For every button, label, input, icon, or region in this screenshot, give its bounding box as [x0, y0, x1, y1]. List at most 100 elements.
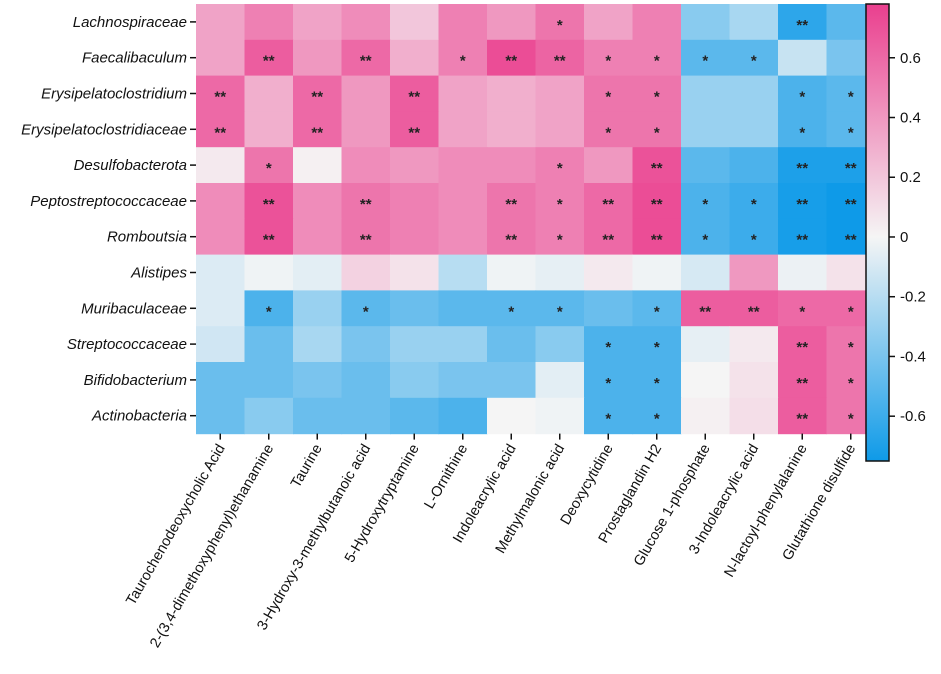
heatmap-cell — [632, 147, 682, 184]
row-label: Romboutsia — [107, 229, 187, 246]
heatmap-cell — [438, 218, 488, 256]
heatmap-cell — [778, 397, 828, 435]
heatmap-cell — [293, 147, 343, 184]
heatmap-cell — [390, 75, 440, 112]
heatmap-cell — [487, 254, 537, 291]
heatmap-cell — [584, 362, 634, 399]
significance-marker: * — [557, 160, 563, 177]
significance-marker: ** — [311, 89, 323, 106]
significance-marker: * — [557, 196, 563, 213]
significance-marker: * — [848, 375, 854, 392]
heatmap-cell — [632, 4, 682, 41]
heatmap-cell — [196, 218, 246, 256]
heatmap-cell — [196, 326, 246, 363]
significance-marker: ** — [360, 196, 372, 213]
heatmap-cell — [244, 218, 294, 256]
significance-marker: ** — [311, 124, 323, 141]
significance-markers: * **** ** * ** ** * * * *** ** ** * * * *** ** ** * * * ** * **… — [214, 17, 856, 428]
heatmap-cell — [293, 254, 343, 291]
heatmap-cell — [535, 4, 585, 41]
heatmap-cell — [632, 254, 682, 291]
heatmap-cell — [196, 39, 246, 77]
significance-marker: ** — [796, 375, 808, 392]
heatmap-cell — [293, 397, 343, 435]
significance-marker: * — [654, 375, 660, 392]
column-ticks — [219, 433, 852, 440]
heatmap-cell — [487, 75, 537, 112]
heatmap-cell — [535, 75, 585, 112]
heatmap-cell — [632, 111, 682, 148]
colorbar-tick-label: -0.6 — [900, 408, 926, 425]
heatmap-cell — [293, 362, 343, 399]
row-label: Lachnospiraceae — [73, 14, 187, 31]
heatmap-cell — [390, 111, 440, 148]
heatmap-cell — [487, 397, 537, 435]
significance-marker: * — [605, 89, 611, 106]
column-label: L-Ornithine — [421, 442, 471, 512]
column-label: Taurine — [288, 442, 326, 491]
significance-marker: ** — [214, 89, 226, 106]
significance-marker: ** — [845, 196, 857, 213]
heatmap-cell — [778, 254, 828, 291]
heatmap-cell — [729, 326, 779, 363]
heatmap-cell — [535, 39, 585, 77]
heatmap-cell — [438, 290, 488, 327]
heatmap-cell — [535, 218, 585, 256]
heatmap-cell — [390, 218, 440, 256]
heatmap-cell — [681, 147, 731, 184]
significance-marker: ** — [796, 196, 808, 213]
heatmap-cell — [341, 39, 391, 77]
significance-marker: ** — [651, 196, 663, 213]
significance-marker: * — [848, 89, 854, 106]
significance-marker: * — [702, 232, 708, 249]
significance-marker: ** — [651, 232, 663, 249]
column-labels: Taurochenodeoxycholic Acid2-(3,4-dimetho… — [123, 442, 859, 651]
heatmap-cell — [341, 254, 391, 291]
colorbar-tick-label: 0.4 — [900, 110, 921, 127]
heatmap-cell — [681, 218, 731, 256]
heatmap-cell — [438, 39, 488, 77]
heatmap-cell — [778, 183, 828, 220]
heatmap-cell — [244, 75, 294, 112]
significance-marker: ** — [796, 160, 808, 177]
significance-marker: ** — [602, 232, 614, 249]
significance-marker: * — [751, 53, 757, 70]
heatmap-cell — [341, 326, 391, 363]
significance-marker: * — [605, 375, 611, 392]
heatmap-cell — [196, 362, 246, 399]
heatmap-cell — [729, 147, 779, 184]
heatmap-cell — [244, 397, 294, 435]
row-label: Desulfobacterota — [74, 157, 187, 174]
row-labels: Lachnospiraceae Faecalibaculum Erysipelato… — [21, 14, 196, 425]
heatmap-cell — [778, 75, 828, 112]
heatmap-cell — [438, 326, 488, 363]
heatmap-cell — [632, 362, 682, 399]
heatmap-cell — [632, 183, 682, 220]
significance-marker: * — [654, 124, 660, 141]
heatmap-cell — [244, 4, 294, 41]
significance-marker: * — [848, 339, 854, 356]
heatmap-cell — [244, 254, 294, 291]
heatmap-cell — [632, 75, 682, 112]
heatmap-cell — [632, 290, 682, 327]
significance-marker: ** — [796, 411, 808, 428]
heatmap-cell — [341, 75, 391, 112]
heatmap-cell — [341, 183, 391, 220]
colorbar-tick-label: -0.2 — [900, 289, 926, 306]
heatmap-cell — [244, 290, 294, 327]
colorbar-tick-label: 0 — [900, 229, 908, 246]
significance-marker: * — [702, 53, 708, 70]
heatmap-cell — [244, 111, 294, 148]
heatmap-cell — [681, 111, 731, 148]
significance-marker: ** — [408, 124, 420, 141]
significance-marker: * — [266, 303, 272, 320]
significance-marker: * — [799, 124, 805, 141]
heatmap-cell — [341, 397, 391, 435]
row-label: Streptococcaceae — [67, 336, 187, 353]
significance-marker: ** — [505, 53, 517, 70]
heatmap-cell — [196, 290, 246, 327]
heatmap-cell — [535, 326, 585, 363]
heatmap-cell — [438, 362, 488, 399]
heatmap-cell — [681, 326, 731, 363]
